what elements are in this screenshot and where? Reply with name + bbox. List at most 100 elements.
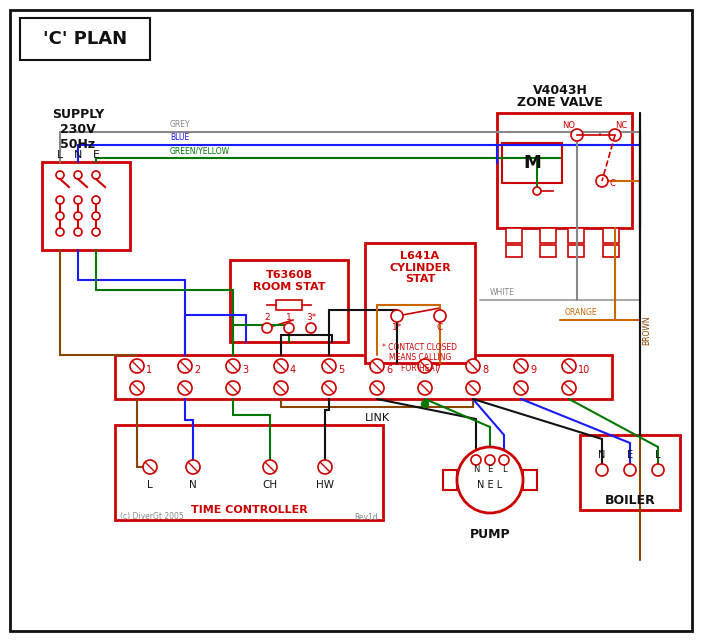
Text: N: N — [598, 450, 606, 460]
Circle shape — [533, 187, 541, 195]
Text: 2: 2 — [264, 313, 270, 322]
Text: C: C — [609, 178, 615, 188]
Text: L: L — [502, 465, 506, 474]
Text: 6: 6 — [386, 365, 392, 375]
Text: L: L — [147, 480, 153, 490]
Bar — [523, 470, 537, 490]
Circle shape — [418, 359, 432, 373]
Text: Rev1d: Rev1d — [355, 513, 378, 522]
Circle shape — [652, 464, 664, 476]
Circle shape — [92, 171, 100, 179]
Circle shape — [56, 196, 64, 204]
Bar — [540, 245, 556, 257]
Circle shape — [596, 175, 608, 187]
Bar — [506, 245, 522, 257]
Circle shape — [471, 455, 481, 465]
Text: ZONE VALVE: ZONE VALVE — [517, 97, 603, 110]
Text: N: N — [74, 150, 82, 160]
Circle shape — [226, 359, 240, 373]
Circle shape — [391, 310, 403, 322]
Bar — [230, 260, 348, 342]
Text: PUMP: PUMP — [470, 528, 510, 541]
Circle shape — [74, 228, 82, 236]
Circle shape — [466, 359, 480, 373]
Circle shape — [306, 323, 316, 333]
Circle shape — [318, 460, 332, 474]
Text: HW: HW — [316, 480, 334, 490]
Text: 3*: 3* — [306, 313, 316, 322]
Circle shape — [418, 381, 432, 395]
Bar — [540, 228, 556, 243]
Bar — [580, 435, 680, 510]
Text: V4043H: V4043H — [533, 83, 588, 97]
Circle shape — [562, 381, 576, 395]
Text: 1*: 1* — [392, 324, 402, 333]
Circle shape — [226, 381, 240, 395]
Circle shape — [322, 381, 336, 395]
Text: SUPPLY
230V
50Hz: SUPPLY 230V 50Hz — [52, 108, 104, 151]
Circle shape — [74, 212, 82, 220]
Circle shape — [322, 359, 336, 373]
Bar — [497, 113, 632, 228]
Text: C: C — [437, 324, 443, 333]
Circle shape — [284, 323, 294, 333]
Circle shape — [74, 171, 82, 179]
Circle shape — [434, 310, 446, 322]
Text: BLUE: BLUE — [170, 133, 190, 142]
Bar — [568, 245, 584, 257]
Text: 9: 9 — [530, 365, 536, 375]
Text: BROWN: BROWN — [642, 315, 651, 345]
Circle shape — [56, 228, 64, 236]
Circle shape — [421, 401, 428, 408]
Text: L: L — [655, 450, 661, 460]
Circle shape — [596, 464, 608, 476]
Text: WHITE: WHITE — [490, 288, 515, 297]
Circle shape — [274, 359, 288, 373]
Circle shape — [92, 212, 100, 220]
Bar — [603, 245, 619, 257]
Text: 5: 5 — [338, 365, 344, 375]
Bar — [502, 143, 562, 183]
Text: 1: 1 — [146, 365, 152, 375]
Bar — [506, 228, 522, 243]
Text: 1: 1 — [286, 313, 292, 322]
Bar — [276, 300, 302, 310]
Text: CH: CH — [263, 480, 277, 490]
Bar — [115, 425, 383, 520]
Circle shape — [514, 381, 528, 395]
Text: 4: 4 — [290, 365, 296, 375]
Circle shape — [457, 447, 523, 513]
Bar — [20, 18, 150, 60]
Text: GREEN/YELLOW: GREEN/YELLOW — [170, 146, 230, 155]
Circle shape — [370, 359, 384, 373]
Bar — [568, 228, 584, 243]
Text: GREY: GREY — [170, 120, 191, 129]
Text: T6360B
ROOM STAT: T6360B ROOM STAT — [253, 270, 325, 292]
Text: 3: 3 — [242, 365, 248, 375]
Circle shape — [466, 381, 480, 395]
Bar — [603, 228, 619, 243]
Circle shape — [562, 359, 576, 373]
Circle shape — [130, 381, 144, 395]
Bar — [365, 243, 475, 363]
Text: TIME CONTROLLER: TIME CONTROLLER — [191, 505, 307, 515]
Circle shape — [624, 464, 636, 476]
Text: N: N — [189, 480, 197, 490]
Circle shape — [92, 196, 100, 204]
Text: E: E — [487, 465, 493, 474]
Circle shape — [262, 323, 272, 333]
Circle shape — [499, 455, 509, 465]
Circle shape — [370, 381, 384, 395]
Circle shape — [514, 359, 528, 373]
Bar — [443, 470, 457, 490]
Text: * CONTACT CLOSED
MEANS CALLING
FOR HEAT: * CONTACT CLOSED MEANS CALLING FOR HEAT — [383, 343, 458, 373]
Circle shape — [74, 196, 82, 204]
Text: N: N — [473, 465, 479, 474]
Text: LINK: LINK — [364, 413, 390, 423]
Text: NO: NO — [562, 121, 576, 129]
Circle shape — [186, 460, 200, 474]
Circle shape — [178, 359, 192, 373]
Text: 'C' PLAN: 'C' PLAN — [43, 30, 127, 48]
Circle shape — [274, 381, 288, 395]
Text: 10: 10 — [578, 365, 590, 375]
